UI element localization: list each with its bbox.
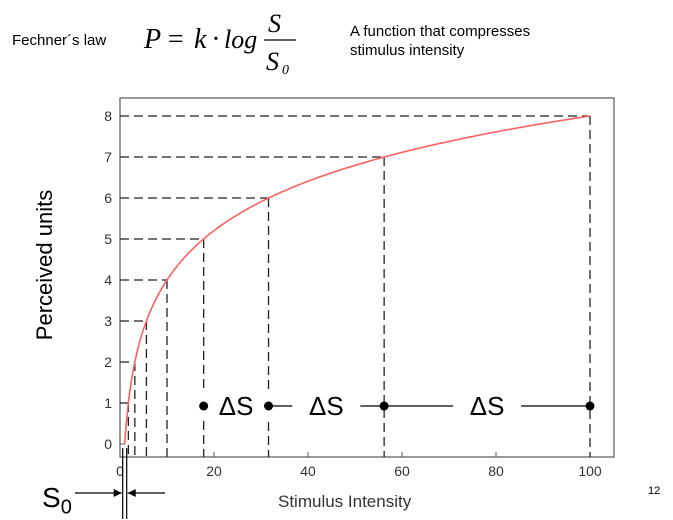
formula-denominator: S (266, 47, 279, 76)
s0-label: S0 (42, 482, 72, 520)
formula-lhs: P (143, 24, 161, 55)
x-tick-label: 80 (488, 463, 504, 479)
formula-log: log (224, 25, 257, 54)
s0-arrowhead-left (113, 489, 122, 497)
y-tick-label: 2 (104, 354, 112, 370)
delta-label-bg (453, 390, 522, 420)
y-tick-label: 4 (104, 272, 112, 288)
y-tick-label: 6 (104, 190, 112, 206)
delta-label-bg (292, 390, 361, 420)
s0-arrowhead-right (127, 489, 136, 497)
formula-numerator: S (268, 9, 281, 38)
x-tick-label: 0 (116, 463, 124, 479)
y-tick-label: 1 (104, 395, 112, 411)
y-tick-label: 7 (104, 149, 112, 165)
formula-dot: · (212, 24, 219, 55)
delta-label: ΔS (470, 391, 505, 421)
law-label: Fechner´s law (12, 32, 107, 49)
delta-label: ΔS (219, 391, 254, 421)
x-tick-label: 20 (206, 463, 222, 479)
s0-subscript: 0 (60, 496, 72, 519)
x-tick-label: 40 (300, 463, 316, 479)
plot-frame (119, 97, 615, 458)
y-tick-label: 0 (104, 436, 112, 452)
delta-label: ΔS (309, 391, 344, 421)
delta-point (585, 401, 595, 411)
delta-point (379, 401, 389, 411)
y-axis-label: Perceived units (32, 189, 57, 341)
x-axis-label: Stimulus Intensity (278, 492, 412, 511)
formula-denominator-sub: 0 (282, 63, 289, 78)
s0-letter: S (42, 482, 61, 513)
description-line-1: A function that compresses (350, 23, 531, 40)
delta-point (264, 401, 274, 411)
y-tick-label: 3 (104, 313, 112, 329)
y-tick-label: 5 (104, 231, 112, 247)
y-tick-label: 8 (104, 108, 112, 124)
curve-series (123, 115, 591, 445)
formula-k: k (194, 24, 207, 55)
delta-point (199, 401, 209, 411)
description: A function that compresses stimulus inte… (350, 22, 530, 60)
x-tick-label: 60 (394, 463, 410, 479)
page-number: 12 (648, 485, 661, 497)
formula-eq: = (166, 24, 185, 55)
delta-label-bg (202, 390, 271, 420)
description-line-2: stimulus intensity (350, 42, 465, 59)
x-tick-label: 100 (578, 463, 602, 479)
fechner-formula: P = k · log S S 0 (143, 9, 296, 78)
